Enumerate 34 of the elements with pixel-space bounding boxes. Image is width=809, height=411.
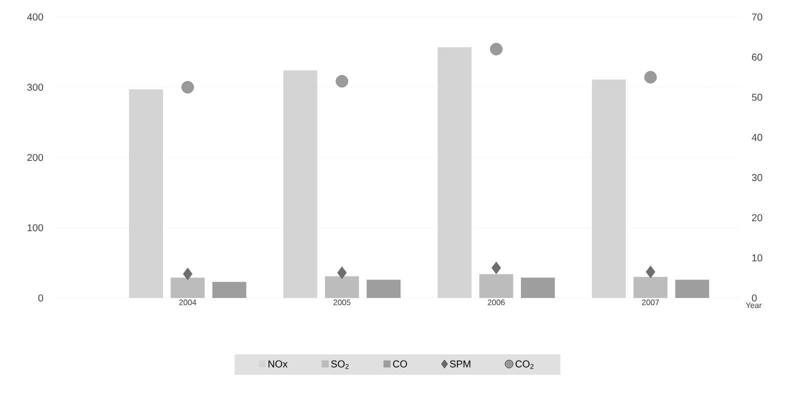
y-tick-label: 0 — [38, 294, 44, 302]
bar — [170, 278, 205, 298]
bar — [324, 276, 359, 298]
point — [490, 42, 502, 56]
y-tick-label: 200 — [27, 154, 44, 162]
point — [492, 262, 501, 274]
y2-tick-label: 30 — [752, 174, 762, 182]
point — [646, 266, 656, 278]
point — [182, 268, 192, 280]
y2-tick-label: 10 — [752, 254, 762, 262]
y2-tick-label: 70 — [752, 13, 762, 21]
y2-tick-label: 60 — [752, 54, 762, 61]
point — [336, 75, 348, 88]
legend-label: SPM — [450, 360, 470, 368]
bar — [675, 280, 710, 298]
bar — [634, 276, 668, 298]
legend-label: CO$_{2}$ — [516, 360, 534, 369]
y-tick-label: 100 — [28, 224, 44, 232]
bar — [479, 274, 514, 298]
y2-tick-label: 20 — [752, 214, 762, 222]
bar — [212, 282, 246, 298]
legend-label: NOx — [268, 360, 288, 368]
bar — [520, 278, 555, 298]
y2-tick-label: 40 — [752, 134, 762, 141]
legend-label: CO — [393, 360, 408, 368]
point — [181, 81, 194, 94]
point — [337, 266, 347, 279]
point — [644, 71, 657, 84]
legend-label: SO$_{2}$ — [331, 360, 349, 369]
y-tick-label: 300 — [27, 84, 44, 91]
y2-tick-label: 50 — [752, 94, 762, 101]
bar — [366, 280, 401, 298]
y2-tick-label: 0 — [752, 294, 757, 302]
y-tick-label: 400 — [27, 13, 44, 21]
